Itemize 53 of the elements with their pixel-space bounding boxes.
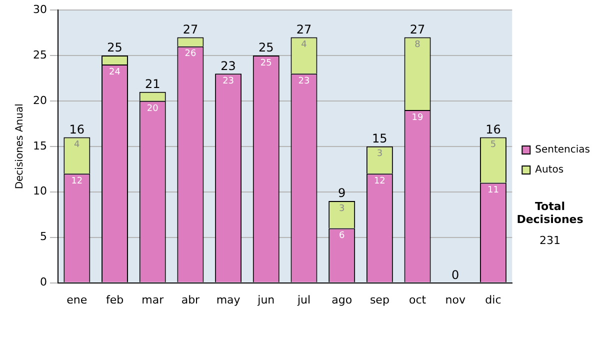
total-label: 9 bbox=[338, 186, 346, 200]
x-tick-label: sep bbox=[370, 293, 390, 306]
total-label: 23 bbox=[220, 58, 236, 73]
y-tick-label: 5 bbox=[40, 230, 47, 244]
text: 231 bbox=[538, 234, 562, 247]
data-label: 3 bbox=[338, 204, 345, 214]
data-label: 12 bbox=[71, 176, 83, 187]
data-label: 5 bbox=[490, 140, 496, 150]
x-tick-label: nov bbox=[445, 293, 466, 306]
total-label: 27 bbox=[410, 22, 426, 36]
data-label: 4 bbox=[74, 140, 80, 150]
x-tick-label: ene bbox=[66, 293, 88, 306]
data-label: 23 bbox=[222, 76, 234, 86]
data-label: 6 bbox=[338, 231, 345, 242]
x-tick-label: jun bbox=[256, 293, 275, 306]
data-label: 20 bbox=[146, 104, 159, 114]
x-tick-label: feb bbox=[106, 293, 124, 306]
total-label: 27 bbox=[182, 22, 198, 36]
data-label: 23 bbox=[298, 76, 310, 86]
data-label: 12 bbox=[374, 176, 386, 187]
y-tick-label: 10 bbox=[32, 184, 47, 198]
y-tick-label: 20 bbox=[32, 94, 47, 107]
y-tick-label: 25 bbox=[32, 48, 47, 62]
data-label: 11 bbox=[487, 186, 499, 196]
x-tick-label: may bbox=[216, 293, 241, 306]
total-label: 15 bbox=[372, 132, 388, 146]
legend-label: Autos bbox=[535, 164, 564, 176]
data-label: 25 bbox=[260, 58, 272, 68]
total-label: 0 bbox=[452, 268, 460, 282]
data-label: 4 bbox=[301, 40, 308, 50]
y-tick-label: 30 bbox=[32, 2, 47, 16]
text: Total Decisiones bbox=[516, 200, 584, 226]
total-label: 27 bbox=[296, 22, 312, 36]
total-label: 16 bbox=[69, 122, 85, 136]
y-tick-label: 0 bbox=[40, 276, 47, 289]
total-label: 16 bbox=[486, 122, 501, 136]
x-tick-label: jul bbox=[296, 293, 311, 306]
x-tick-label: oct bbox=[408, 293, 427, 306]
data-label: 8 bbox=[414, 40, 421, 50]
total-label: 21 bbox=[144, 76, 160, 91]
data-label: 3 bbox=[376, 149, 383, 160]
x-tick-label: ago bbox=[332, 293, 352, 306]
data-label: 26 bbox=[184, 49, 196, 60]
x-tick-label: abr bbox=[181, 293, 200, 306]
total-label: 25 bbox=[107, 40, 122, 55]
legend-label: Sentencias bbox=[535, 144, 590, 156]
y-axis-title: Decisiones Anual bbox=[14, 104, 26, 190]
x-tick-label: mar bbox=[142, 293, 164, 306]
data-label: 19 bbox=[412, 112, 424, 123]
y-tick-label: 15 bbox=[32, 139, 47, 152]
data-label: 24 bbox=[109, 67, 121, 78]
total-label: 25 bbox=[258, 40, 274, 55]
x-tick-label: dic bbox=[485, 293, 502, 306]
